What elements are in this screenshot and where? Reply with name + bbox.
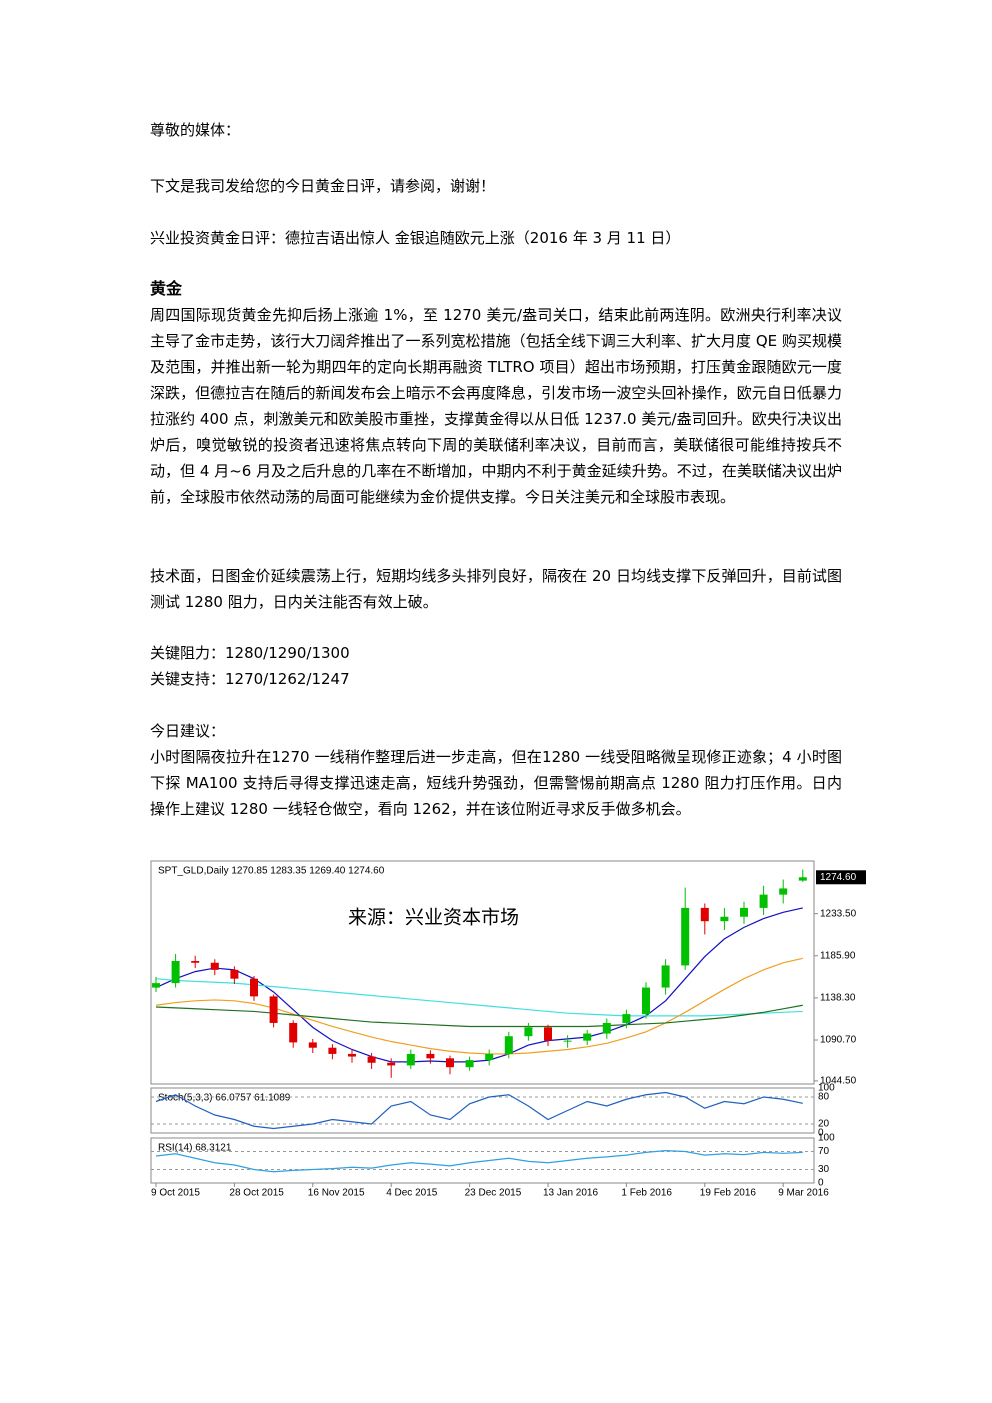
y-tick-label: 1138.30 bbox=[820, 993, 856, 1004]
x-tick-label: 9 Mar 2016 bbox=[778, 1188, 829, 1199]
moving-average bbox=[155, 1004, 803, 1028]
candle-body bbox=[661, 965, 670, 988]
y-tick-label: 0 bbox=[818, 1128, 824, 1139]
price-panel bbox=[150, 860, 815, 1085]
x-tick-label: 23 Dec 2015 bbox=[465, 1188, 522, 1199]
candle-body bbox=[465, 1060, 474, 1068]
candle-body bbox=[583, 1033, 592, 1041]
y-tick-label: 100 bbox=[818, 1083, 835, 1094]
y-tick-label: 70 bbox=[818, 1146, 830, 1157]
candle-body bbox=[191, 960, 200, 963]
rsi-label: RSI(14) 68.3121 bbox=[158, 1143, 232, 1154]
greeting: 尊敬的媒体： bbox=[150, 121, 241, 139]
candle-body bbox=[720, 916, 729, 922]
candle-body bbox=[759, 894, 768, 908]
advice-title: 今日建议： bbox=[150, 722, 226, 740]
candle-body bbox=[328, 1047, 337, 1054]
candle-body bbox=[387, 1062, 396, 1066]
last-price-label: 1274.60 bbox=[820, 872, 857, 883]
moving-average bbox=[155, 957, 803, 1055]
candle-body bbox=[779, 888, 788, 895]
candle-body bbox=[210, 962, 219, 970]
y-tick-label: 30 bbox=[818, 1164, 830, 1175]
last-price-box bbox=[816, 870, 866, 885]
y-tick-label: 0 bbox=[818, 1178, 824, 1189]
candle-body bbox=[406, 1053, 415, 1066]
candle-body bbox=[504, 1036, 513, 1054]
watermark: 来源：兴业资本市场 bbox=[348, 907, 519, 929]
x-tick-label: 13 Jan 2016 bbox=[543, 1188, 598, 1199]
y-tick-label: 1044.50 bbox=[820, 1076, 857, 1087]
x-tick-label: 28 Oct 2015 bbox=[229, 1188, 284, 1199]
candle-body bbox=[171, 960, 180, 984]
x-tick-label: 16 Nov 2015 bbox=[308, 1188, 365, 1199]
y-tick-label: 80 bbox=[818, 1092, 830, 1103]
key-resistance: 关键阻力：1280/1290/1300 bbox=[150, 644, 350, 662]
candle-body bbox=[269, 996, 278, 1023]
candle-body bbox=[348, 1053, 356, 1057]
candle-body bbox=[446, 1058, 454, 1068]
rsi-line bbox=[155, 1149, 803, 1173]
candle-body bbox=[798, 877, 807, 881]
key-support: 关键支持：1270/1262/1247 bbox=[150, 670, 350, 688]
candle-body bbox=[622, 1014, 631, 1023]
stoch-panel bbox=[150, 1087, 815, 1134]
stoch-line bbox=[155, 1091, 803, 1130]
candle-body bbox=[681, 907, 690, 966]
headline: 兴业投资黄金日评：德拉吉语出惊人 金银追随欧元上涨（2016 年 3 月 11 … bbox=[150, 229, 681, 247]
rsi-panel bbox=[150, 1137, 815, 1184]
candle-body bbox=[740, 907, 748, 917]
candle-body bbox=[152, 983, 160, 988]
section-title: 黄金 bbox=[150, 279, 183, 298]
y-tick-label: 1090.70 bbox=[820, 1035, 857, 1046]
x-tick-label: 19 Feb 2016 bbox=[700, 1188, 757, 1199]
candle-body bbox=[524, 1027, 533, 1037]
x-tick-label: 1 Feb 2016 bbox=[621, 1188, 672, 1199]
candle-body bbox=[308, 1042, 317, 1048]
x-tick-label: 4 Dec 2015 bbox=[386, 1188, 438, 1199]
paragraph: 周四国际现货黄金先抑后扬上涨逾 1%，至 1270 美元/盎司关口，结束此前两连… bbox=[150, 306, 842, 506]
moving-average bbox=[155, 978, 803, 1017]
candle-body bbox=[250, 978, 258, 997]
paragraph: 技术面，日图金价延续震荡上行，短期均线多头排列良好，隔夜在 20 日均线支撑下反… bbox=[150, 567, 842, 611]
candle-body bbox=[485, 1053, 494, 1061]
chart-header: SPT_GLD,Daily 1270.85 1283.35 1269.40 12… bbox=[158, 866, 385, 877]
candle-body bbox=[602, 1022, 611, 1034]
y-tick-label: 20 bbox=[818, 1119, 830, 1130]
candle-body bbox=[642, 987, 650, 1015]
candle-body bbox=[230, 969, 239, 979]
candle-body bbox=[367, 1056, 376, 1063]
candle-body bbox=[426, 1053, 435, 1059]
candle-body bbox=[289, 1022, 298, 1043]
x-tick-label: 9 Oct 2015 bbox=[151, 1188, 200, 1199]
stoch-label: Stoch(5,3,3) 66.0757 61.1089 bbox=[158, 1093, 291, 1104]
y-tick-label: 1233.50 bbox=[820, 908, 857, 919]
candle-body bbox=[544, 1027, 552, 1041]
candle-body bbox=[563, 1040, 572, 1042]
advice: 小时图隔夜拉升在1270 一线稍作整理后进一步走高，但在1280 一线受阻略微呈… bbox=[150, 748, 842, 818]
y-tick-label: 100 bbox=[818, 1133, 835, 1144]
intro: 下文是我司发给您的今日黄金日评，请参阅，谢谢！ bbox=[150, 177, 496, 195]
y-tick-label: 1185.90 bbox=[820, 950, 856, 961]
candle-body bbox=[700, 907, 709, 922]
